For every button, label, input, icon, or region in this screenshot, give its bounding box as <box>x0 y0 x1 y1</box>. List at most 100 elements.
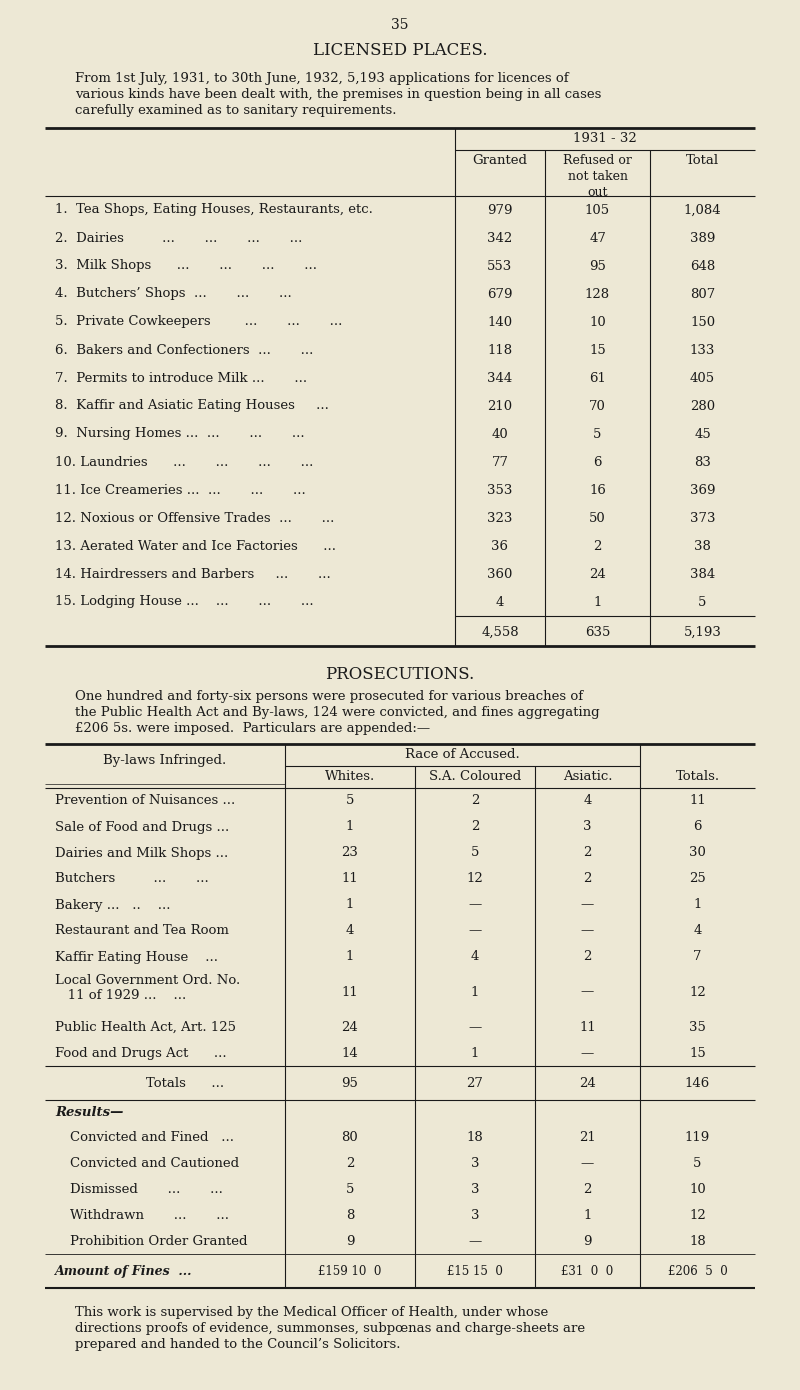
Text: 3: 3 <box>583 820 592 834</box>
Text: 95: 95 <box>589 260 606 272</box>
Text: 4: 4 <box>583 795 592 808</box>
Text: —: — <box>581 898 594 912</box>
Text: 369: 369 <box>690 484 715 496</box>
Text: £159 10  0: £159 10 0 <box>318 1265 382 1277</box>
Text: Sale of Food and Drugs ...: Sale of Food and Drugs ... <box>55 820 230 834</box>
Text: 24: 24 <box>579 1077 596 1090</box>
Text: 10: 10 <box>689 1183 706 1195</box>
Text: 77: 77 <box>491 456 509 468</box>
Text: carefully examined as to sanitary requirements.: carefully examined as to sanitary requir… <box>75 104 397 117</box>
Text: Local Government Ord. No.: Local Government Ord. No. <box>55 974 240 987</box>
Text: 389: 389 <box>690 232 715 245</box>
Text: 11: 11 <box>689 795 706 808</box>
Text: —: — <box>468 1020 482 1034</box>
Text: 36: 36 <box>491 539 509 552</box>
Text: 679: 679 <box>487 288 513 300</box>
Text: 11: 11 <box>342 986 358 998</box>
Text: 979: 979 <box>487 203 513 217</box>
Text: 1931 - 32: 1931 - 32 <box>573 132 637 145</box>
Text: Totals.: Totals. <box>675 770 719 783</box>
Text: 146: 146 <box>685 1077 710 1090</box>
Text: Food and Drugs Act      ...: Food and Drugs Act ... <box>55 1047 226 1059</box>
Text: 1,084: 1,084 <box>684 203 722 217</box>
Text: 1: 1 <box>346 898 354 912</box>
Text: 342: 342 <box>487 232 513 245</box>
Text: 3: 3 <box>470 1156 479 1170</box>
Text: 280: 280 <box>690 399 715 413</box>
Text: 1: 1 <box>471 986 479 998</box>
Text: 635: 635 <box>585 626 610 638</box>
Text: 4,558: 4,558 <box>481 626 519 638</box>
Text: By-laws Infringed.: By-laws Infringed. <box>103 753 226 767</box>
Text: 95: 95 <box>342 1077 358 1090</box>
Text: 648: 648 <box>690 260 715 272</box>
Text: 14. Hairdressers and Barbers     ...       ...: 14. Hairdressers and Barbers ... ... <box>55 567 330 581</box>
Text: 38: 38 <box>694 539 711 552</box>
Text: 1: 1 <box>594 595 602 609</box>
Text: 11 of 1929 ...    ...: 11 of 1929 ... ... <box>55 990 186 1002</box>
Text: 5,193: 5,193 <box>683 626 722 638</box>
Text: —: — <box>581 986 594 998</box>
Text: various kinds have been dealt with, the premises in question being in all cases: various kinds have been dealt with, the … <box>75 88 602 101</box>
Text: 2.  Dairies         ...       ...       ...       ...: 2. Dairies ... ... ... ... <box>55 232 302 245</box>
Text: 2: 2 <box>594 539 602 552</box>
Text: Dairies and Milk Shops ...: Dairies and Milk Shops ... <box>55 847 228 859</box>
Text: LICENSED PLACES.: LICENSED PLACES. <box>313 42 487 58</box>
Text: 30: 30 <box>689 847 706 859</box>
Text: 11. Ice Creameries ...  ...       ...       ...: 11. Ice Creameries ... ... ... ... <box>55 484 306 496</box>
Text: 70: 70 <box>589 399 606 413</box>
Text: 23: 23 <box>342 847 358 859</box>
Text: 7.  Permits to introduce Milk ...       ...: 7. Permits to introduce Milk ... ... <box>55 371 307 385</box>
Text: 5: 5 <box>471 847 479 859</box>
Text: Withdrawn       ...       ...: Withdrawn ... ... <box>70 1209 229 1222</box>
Text: 360: 360 <box>487 567 513 581</box>
Text: 13. Aerated Water and Ice Factories      ...: 13. Aerated Water and Ice Factories ... <box>55 539 336 552</box>
Text: 150: 150 <box>690 316 715 328</box>
Text: Whites.: Whites. <box>325 770 375 783</box>
Text: 12. Noxious or Offensive Trades  ...       ...: 12. Noxious or Offensive Trades ... ... <box>55 512 334 524</box>
Text: 1: 1 <box>346 951 354 963</box>
Text: 5: 5 <box>346 795 354 808</box>
Text: 1: 1 <box>471 1047 479 1059</box>
Text: Results—: Results— <box>55 1106 123 1119</box>
Text: 323: 323 <box>487 512 513 524</box>
Text: —: — <box>468 924 482 937</box>
Text: 15: 15 <box>689 1047 706 1059</box>
Text: 18: 18 <box>689 1234 706 1248</box>
Text: 2: 2 <box>471 820 479 834</box>
Text: 5: 5 <box>346 1183 354 1195</box>
Text: 5.  Private Cowkeepers        ...       ...       ...: 5. Private Cowkeepers ... ... ... <box>55 316 342 328</box>
Text: From 1st July, 1931, to 30th June, 1932, 5,193 applications for licences of: From 1st July, 1931, to 30th June, 1932,… <box>75 72 569 85</box>
Text: 4: 4 <box>694 924 702 937</box>
Text: Convicted and Fined   ...: Convicted and Fined ... <box>70 1130 234 1144</box>
Text: 373: 373 <box>690 512 715 524</box>
Text: 5: 5 <box>698 595 706 609</box>
Text: 133: 133 <box>690 343 715 356</box>
Text: Dismissed       ...       ...: Dismissed ... ... <box>70 1183 223 1195</box>
Text: 15. Lodging House ...    ...       ...       ...: 15. Lodging House ... ... ... ... <box>55 595 314 609</box>
Text: 5: 5 <box>694 1156 702 1170</box>
Text: £31  0  0: £31 0 0 <box>562 1265 614 1277</box>
Text: 35: 35 <box>689 1020 706 1034</box>
Text: 353: 353 <box>487 484 513 496</box>
Text: 344: 344 <box>487 371 513 385</box>
Text: 1: 1 <box>694 898 702 912</box>
Text: 12: 12 <box>689 986 706 998</box>
Text: 12: 12 <box>466 873 483 885</box>
Text: Prevention of Nuisances ...: Prevention of Nuisances ... <box>55 795 235 808</box>
Text: 9: 9 <box>346 1234 354 1248</box>
Text: Asiatic.: Asiatic. <box>562 770 612 783</box>
Text: 4: 4 <box>471 951 479 963</box>
Text: 140: 140 <box>487 316 513 328</box>
Text: 2: 2 <box>471 795 479 808</box>
Text: Refused or
not taken
out: Refused or not taken out <box>563 154 632 199</box>
Text: 24: 24 <box>589 567 606 581</box>
Text: 40: 40 <box>492 428 508 441</box>
Text: £15 15  0: £15 15 0 <box>447 1265 503 1277</box>
Text: 24: 24 <box>342 1020 358 1034</box>
Text: Bakery ...   ..    ...: Bakery ... .. ... <box>55 898 170 912</box>
Text: £206  5  0: £206 5 0 <box>668 1265 727 1277</box>
Text: —: — <box>581 1047 594 1059</box>
Text: 807: 807 <box>690 288 715 300</box>
Text: 2: 2 <box>583 951 592 963</box>
